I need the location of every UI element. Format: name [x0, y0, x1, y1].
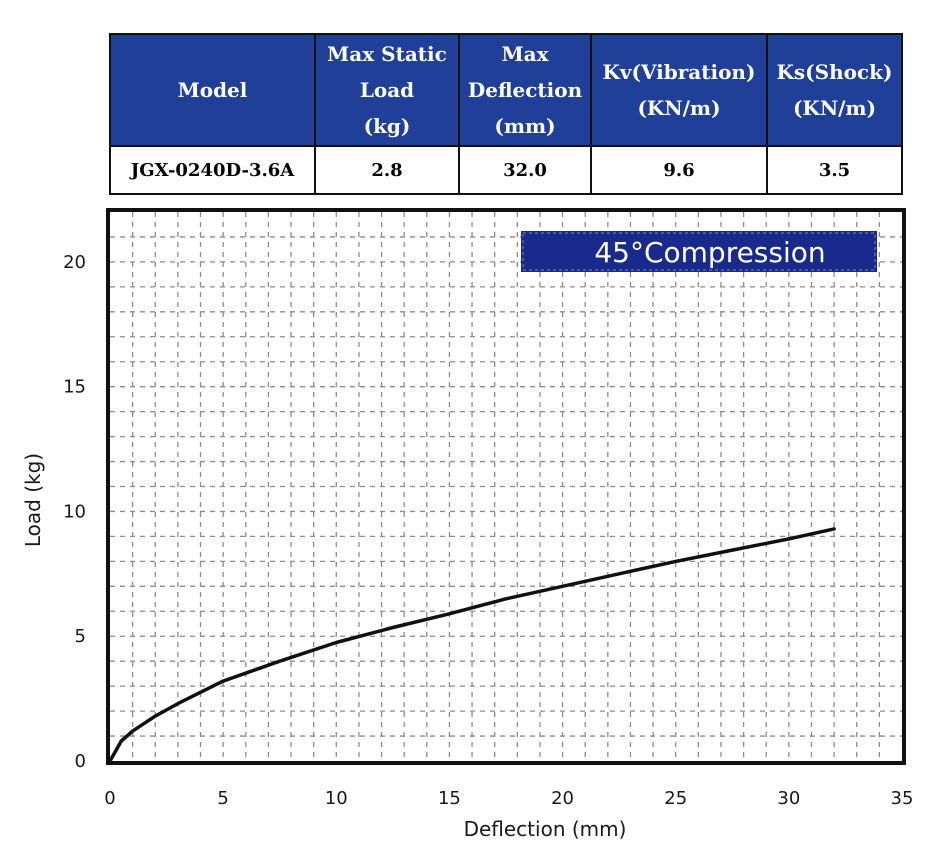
y-axis-title: Load (kg): [21, 453, 45, 547]
chart-badge-label: 45°Compression: [594, 236, 825, 269]
x-tick-label: 20: [551, 788, 574, 809]
x-tick-label: 0: [104, 788, 115, 809]
cell-max-static-load: 2.8: [314, 145, 460, 195]
chart-background: [0, 200, 949, 850]
header-kv-vibration: Kv(Vibration) (KN/m): [590, 33, 768, 147]
header-ks-shock: Ks(Shock) (KN/m): [766, 33, 903, 147]
x-tick-label: 15: [438, 788, 461, 809]
x-axis-title: Deflection (mm): [464, 817, 627, 841]
table-row: JGX-0240D-3.6A 2.8 32.0 9.6 3.5: [109, 145, 903, 195]
header-max-static-load: Max Static Load (kg): [314, 33, 460, 147]
y-tick-label: 20: [63, 252, 86, 273]
y-tick-label: 15: [63, 377, 86, 398]
y-tick-label: 5: [75, 626, 86, 647]
x-tick-label: 30: [777, 788, 800, 809]
chart-grid: [110, 212, 902, 761]
x-tick-label: 10: [325, 788, 348, 809]
x-tick-label: 5: [217, 788, 228, 809]
chart-badge-border: [522, 232, 876, 271]
header-max-deflection: Max Deflection (mm): [458, 33, 592, 147]
header-model: Model: [109, 33, 316, 147]
cell-kv-vibration: 9.6: [590, 145, 768, 195]
axis-ticks: 0 5 10 15 20 25 30 35 0 5 10 15 20: [63, 252, 913, 809]
y-tick-label: 0: [75, 751, 86, 772]
load-deflection-chart: 0 5 10 15 20 25 30 35 0 5 10 15 20 45°Compression De…: [0, 200, 949, 850]
y-tick-label: 10: [63, 501, 86, 522]
cell-max-deflection: 32.0: [458, 145, 592, 195]
spec-table: Model Max Static Load (kg) Max Deflection (m…: [109, 33, 903, 195]
spec-header-row: Model Max Static Load (kg) Max Deflection (m…: [109, 33, 903, 147]
cell-ks-shock: 3.5: [766, 145, 903, 195]
plot-frame: [106, 208, 906, 765]
x-tick-label: 35: [891, 788, 914, 809]
data-series-line: [108, 527, 836, 763]
chart-badge: [521, 231, 877, 272]
x-tick-label: 25: [664, 788, 687, 809]
cell-model: JGX-0240D-3.6A: [109, 145, 316, 195]
